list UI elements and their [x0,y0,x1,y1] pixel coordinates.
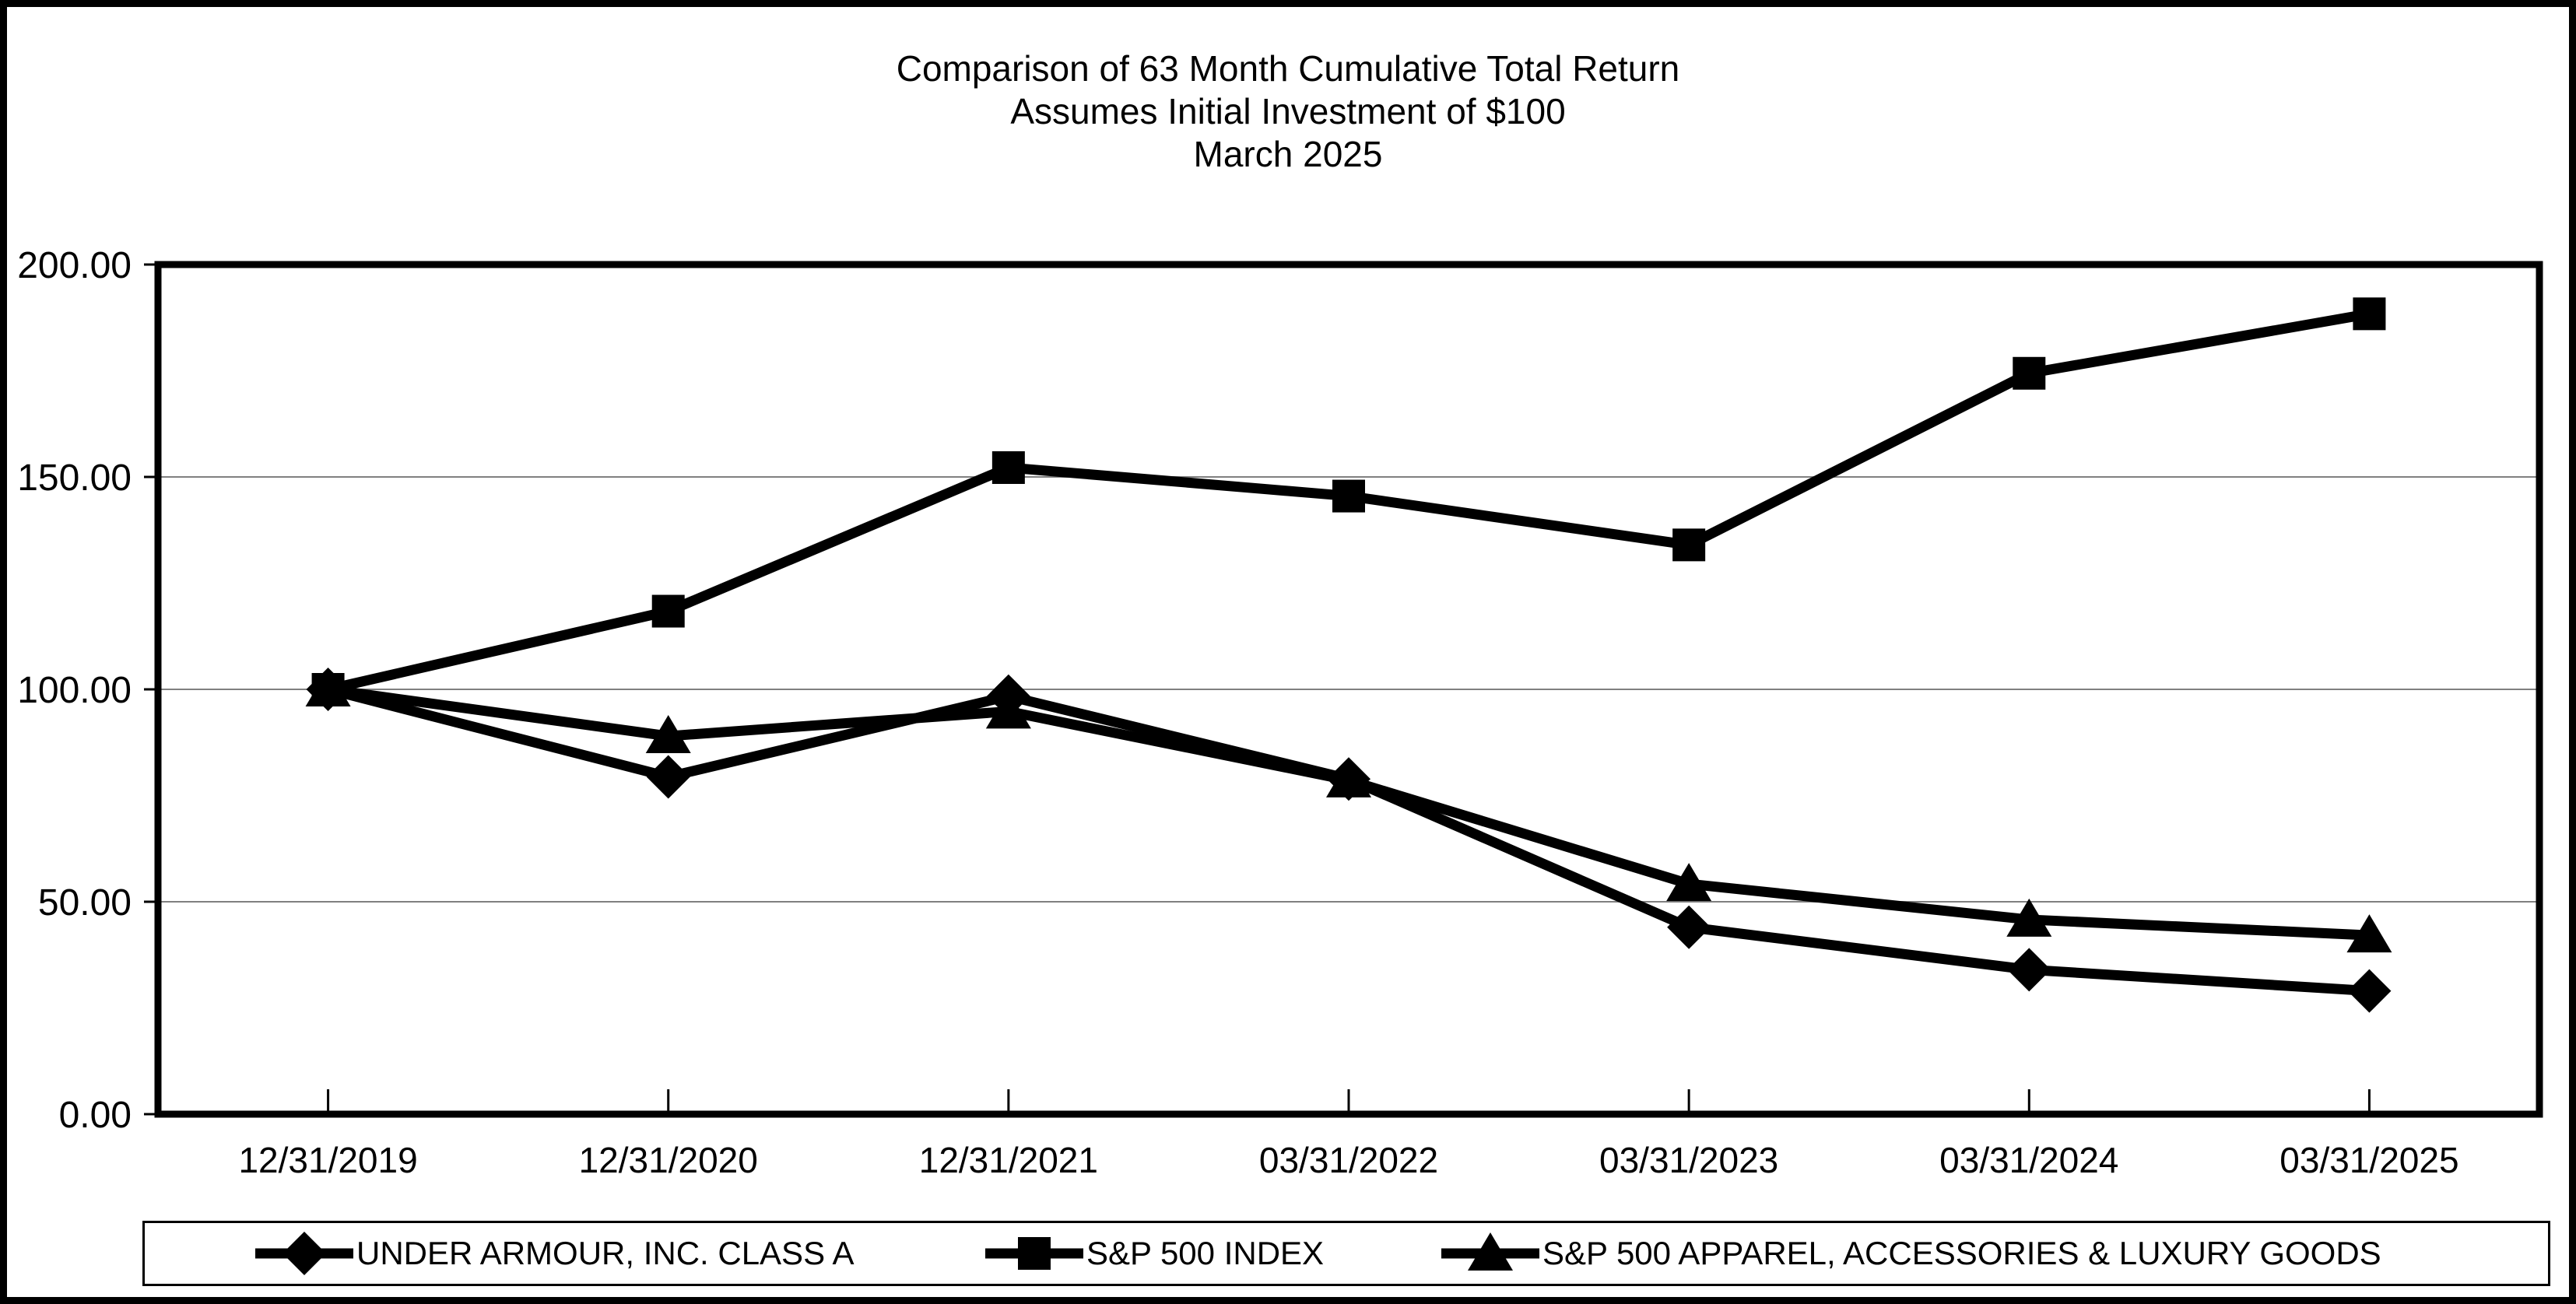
y-axis-label: 200.00 [17,245,132,286]
y-axis-label: 50.00 [38,882,132,924]
diamond-marker [646,755,690,799]
triangle-marker [985,690,1031,729]
x-axis-label: 03/31/2023 [1599,1140,1778,1180]
legend-entry: UNDER ARMOUR, INC. CLASS A [254,1223,854,1284]
x-axis-label: 03/31/2025 [2279,1140,2458,1180]
square-marker [991,450,1025,484]
legend: UNDER ARMOUR, INC. CLASS A S&P 500 INDEX S… [142,1221,2550,1286]
x-axis-label: 03/31/2022 [1259,1140,1438,1180]
triangle-marker [645,715,691,754]
square-marker [2353,297,2386,331]
plot-border [154,261,2543,1118]
legend-label: UNDER ARMOUR, INC. CLASS A [356,1235,855,1271]
triangle-marker [305,668,351,706]
square-legend-icon [985,1237,1083,1270]
square-marker [1672,528,1706,562]
chart-title: Comparison of 63 Month Cumulative Total … [896,48,1680,89]
triangle-marker [1468,1232,1513,1271]
square-marker [1018,1237,1051,1270]
diamond-marker [1667,905,1711,949]
y-axis-label: 100.00 [17,670,132,711]
x-axis-label: 12/31/2021 [919,1140,1098,1180]
y-axis-label: 150.00 [17,457,132,499]
x-axis-label: 03/31/2024 [1939,1140,2118,1180]
legend-entry: S&P 500 INDEX [984,1223,1324,1284]
square-marker [651,594,685,628]
x-axis-label: 12/31/2020 [579,1140,758,1180]
square-marker [2013,356,2046,390]
triangle-marker [1326,759,1371,797]
triangle-marker [1666,863,1712,902]
diamond-marker [283,1232,326,1275]
chart-title-block: Comparison of 63 Month Cumulative Total … [7,47,2569,176]
chart-subtitle: Assumes Initial Investment of $100 [1010,91,1566,131]
legend-label: S&P 500 INDEX [1086,1235,1325,1271]
diamond-legend-icon [255,1232,353,1275]
legend-entry: S&P 500 APPAREL, ACCESSORIES & LUXURY GO… [1440,1223,2381,1284]
legend-label: S&P 500 APPAREL, ACCESSORIES & LUXURY GO… [1542,1235,2381,1271]
plot-area: 0.00 50.00 100.00 150.00 200.00 12/31/2019 12/… [17,245,2543,1180]
series-line-triangle [327,684,2370,941]
triangle-marker [2346,914,2392,953]
chart-period: March 2025 [1193,134,1383,174]
triangle-marker [2006,898,2052,937]
diamond-marker [2347,969,2392,1013]
square-marker [1332,479,1365,513]
triangle-legend-icon [1441,1232,1539,1271]
diamond-marker [2007,948,2051,992]
x-axis-label: 12/31/2019 [238,1140,417,1180]
y-axis-label: 0.00 [59,1095,132,1136]
